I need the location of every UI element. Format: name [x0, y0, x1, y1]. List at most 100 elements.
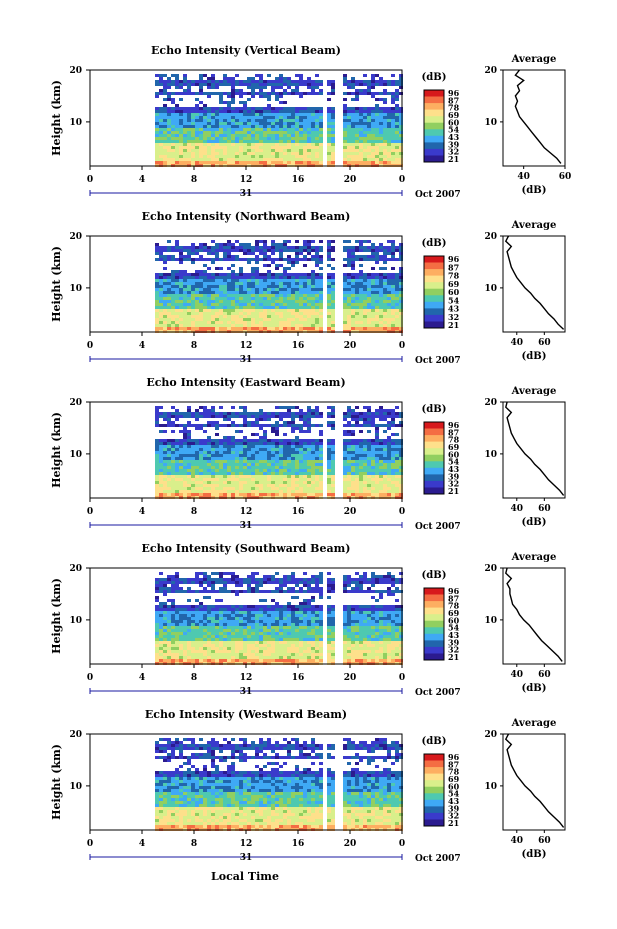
panel-2-cell — [283, 321, 287, 324]
panel-2-cell — [219, 306, 223, 309]
panel-2-cell — [375, 300, 379, 303]
panel-3-cell — [207, 484, 211, 487]
panel-2-cell — [371, 267, 375, 270]
panel-1-cell — [343, 98, 347, 101]
panel-1-cell — [375, 134, 379, 137]
panel-2-cell — [255, 255, 259, 258]
panel-3-cell — [243, 454, 247, 457]
panel-3-cell — [399, 469, 403, 472]
panel-1-cell — [203, 158, 207, 161]
panel-2-cell — [367, 300, 371, 303]
panel-3-cell — [235, 487, 239, 490]
panel-3-cell — [347, 466, 351, 469]
panel-2-cell — [371, 252, 375, 255]
panel-1-cell — [287, 140, 291, 143]
panel-3-cell — [355, 478, 359, 481]
panel-3-cell — [219, 454, 223, 457]
panel-1-cell — [399, 116, 403, 119]
panel-1-cell — [155, 116, 159, 119]
panel-3-cell — [175, 448, 179, 451]
panel-1-cell — [175, 161, 179, 164]
panel-4-cell — [283, 575, 287, 578]
panel-2-cell — [379, 312, 383, 315]
panel-2-cell — [295, 279, 299, 282]
panel-1-cell — [379, 98, 383, 101]
panel-2-cell — [243, 321, 247, 324]
panel-2-cell — [311, 276, 315, 279]
panel-3-cell — [351, 463, 355, 466]
panel-3-cell — [239, 406, 243, 409]
panel-2-cell — [279, 285, 283, 288]
panel-3-cell — [215, 427, 219, 430]
panel-2-cell — [247, 312, 251, 315]
panel-3-cell — [231, 457, 235, 460]
panel-1-cell — [315, 131, 319, 134]
panel-2-cell — [391, 249, 395, 252]
panel-3-cell — [355, 421, 359, 424]
panel-3-cell — [327, 454, 331, 457]
panel-1-cell — [203, 134, 207, 137]
panel-2-cell — [383, 324, 387, 327]
panel-2-cell — [179, 309, 183, 312]
panel-2-cell — [259, 318, 263, 321]
panel-3-cell — [223, 415, 227, 418]
panel-1-cell — [355, 98, 359, 101]
panel-1-cell — [319, 122, 323, 125]
panel-1-cell — [243, 113, 247, 116]
panel-1-cell — [259, 134, 263, 137]
panel-2-cell — [199, 279, 203, 282]
panel-2-cell — [239, 267, 243, 270]
panel-3-cell — [355, 481, 359, 484]
panel-2-cell — [207, 306, 211, 309]
panel-2-cell — [211, 282, 215, 285]
panel-2-cell — [311, 318, 315, 321]
panel-3-cell — [239, 424, 243, 427]
panel-3-cell — [207, 421, 211, 424]
panel-2-cell — [303, 291, 307, 294]
panel-2-cell — [251, 312, 255, 315]
panel-3-cell — [259, 460, 263, 463]
panel-3-cell — [171, 457, 175, 460]
panel-4-cell — [383, 581, 387, 584]
panel-3-cell — [243, 442, 247, 445]
panel-1-cell — [307, 107, 311, 110]
panel-2-cell — [379, 294, 383, 297]
panel-2-cell — [215, 300, 219, 303]
panel-3-cell — [255, 415, 259, 418]
panel-3-cell — [187, 415, 191, 418]
panel-2-cell — [347, 276, 351, 279]
panel-3-cell — [231, 466, 235, 469]
panel-1-cell — [391, 140, 395, 143]
panel-1-cell — [203, 80, 207, 83]
panel-2-cell — [243, 288, 247, 291]
panel-1-cell — [359, 92, 363, 95]
panel-1-cell — [179, 125, 183, 128]
panel-1-cell — [295, 92, 299, 95]
panel-2-cell — [163, 294, 167, 297]
panel-1-cell — [395, 122, 399, 125]
panel-2-cell — [371, 273, 375, 276]
panel-3-cell — [383, 454, 387, 457]
panel-2-cell — [363, 282, 367, 285]
panel-2-cell — [227, 246, 231, 249]
panel-3-cell — [355, 418, 359, 421]
panel-3-cell — [383, 472, 387, 475]
panel-2-cell — [399, 249, 403, 252]
panel-2-cell — [367, 315, 371, 318]
panel-3-cell — [259, 481, 263, 484]
panel-2-cell — [267, 279, 271, 282]
panel-1-cell — [259, 92, 263, 95]
panel-3-cell — [191, 454, 195, 457]
panel-1-cell — [319, 128, 323, 131]
panel-1-cell — [211, 128, 215, 131]
panel-1-cell — [247, 110, 251, 113]
panel-3-cell — [327, 457, 331, 460]
panel-4-cell — [371, 572, 375, 575]
panel-1-cell — [379, 125, 383, 128]
panel-3-cell — [187, 457, 191, 460]
panel-1-cell — [399, 161, 403, 164]
panel-3-cell — [219, 460, 223, 463]
panel-2-cell — [387, 252, 391, 255]
panel-3-colorbar-tick: 78 — [448, 435, 460, 445]
panel-2-cell — [283, 267, 287, 270]
